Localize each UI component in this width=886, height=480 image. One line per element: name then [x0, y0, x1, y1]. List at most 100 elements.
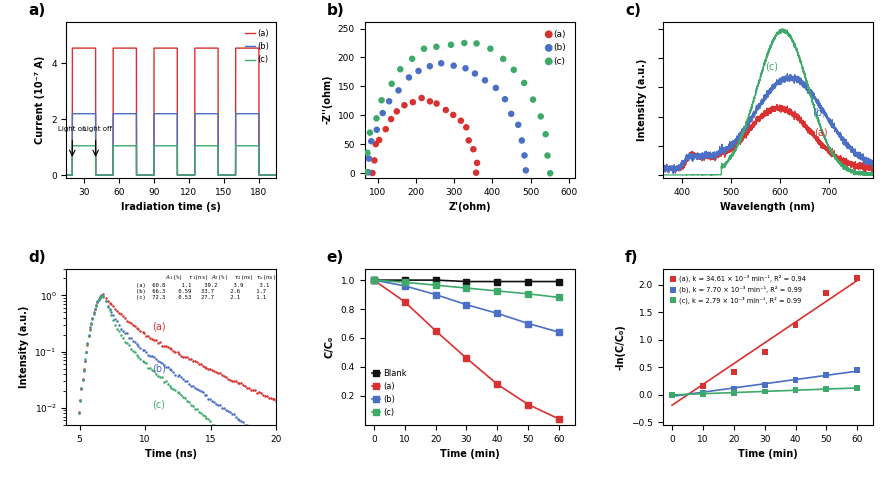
(b)	[458, 64, 472, 72]
(b)	[515, 137, 529, 144]
(c)	[105, 308, 115, 313]
Legend: (a), (b), (c): (a), (b), (c)	[543, 26, 570, 70]
(a)	[439, 106, 453, 114]
(c), k = 2.79 × 10⁻³ min⁻¹, R² = 0.99	[664, 391, 679, 398]
(b)	[462, 302, 472, 308]
(c)	[375, 96, 389, 104]
(a)	[378, 125, 392, 133]
X-axis label: Time (min): Time (min)	[439, 449, 500, 459]
(c)	[61, 172, 72, 178]
(b)	[492, 311, 502, 316]
(b)	[97, 292, 108, 298]
(b)	[102, 172, 113, 178]
Text: (a): (a)	[152, 321, 166, 331]
(b)	[392, 86, 406, 94]
(c)	[360, 168, 374, 176]
Blank	[369, 277, 379, 283]
Text: (b): (b)	[812, 107, 826, 117]
(c)	[92, 298, 103, 304]
(b), k = 7.70 × 10⁻³ min⁻¹, R² = 0.99	[820, 371, 834, 379]
(c)	[97, 293, 108, 299]
(a)	[92, 299, 103, 305]
(a)	[102, 172, 113, 178]
X-axis label: Time (min): Time (min)	[738, 449, 797, 459]
(b)	[105, 307, 115, 312]
Line: (c): (c)	[66, 294, 277, 480]
(a)	[74, 45, 84, 51]
(c)	[540, 152, 555, 159]
Blank	[554, 279, 564, 285]
Text: c): c)	[625, 3, 641, 18]
(a)	[67, 45, 78, 51]
(c)	[431, 282, 441, 288]
(c)	[271, 478, 282, 480]
(b)	[260, 172, 270, 178]
(c)	[260, 172, 270, 178]
(a)	[70, 45, 81, 51]
Blank	[492, 279, 502, 285]
(a), k = 34.61 × 10⁻³ min⁻¹, R² = 0.94	[851, 274, 865, 282]
Text: b): b)	[327, 3, 345, 18]
(c)	[554, 295, 564, 300]
(c)	[393, 65, 408, 73]
(a)	[369, 140, 383, 148]
Blank	[523, 279, 533, 285]
(c)	[417, 45, 431, 53]
X-axis label: Wavelength (nm): Wavelength (nm)	[720, 202, 815, 212]
(a)	[430, 100, 444, 108]
(b)	[70, 111, 81, 117]
(a)	[271, 172, 282, 178]
(b)	[523, 321, 533, 326]
(a)	[369, 277, 379, 283]
Line: (c): (c)	[66, 146, 276, 175]
(c), k = 2.79 × 10⁻³ min⁻¹, R² = 0.99	[758, 388, 772, 396]
(a)	[98, 291, 109, 297]
(b)	[504, 110, 518, 118]
(b)	[224, 409, 235, 415]
(c)	[507, 66, 521, 74]
(a)	[462, 355, 472, 361]
(a)	[201, 365, 212, 371]
(c), k = 2.79 × 10⁻³ min⁻¹, R² = 0.99	[789, 386, 803, 394]
(a)	[265, 395, 276, 401]
Text: $A_1$(%)  $\tau_1$(ns) $A_2$(%)  $\tau_2$(ns) $\tau_x$(ns)
(a)  60.8     1.1    : $A_1$(%) $\tau_1$(ns) $A_2$(%) $\tau_2$(…	[136, 273, 276, 300]
Line: (a): (a)	[66, 293, 277, 480]
(b)	[489, 84, 503, 92]
(b)	[376, 109, 390, 117]
(b)	[369, 277, 379, 283]
(c)	[470, 40, 484, 48]
(a)	[61, 172, 72, 178]
(b)	[67, 111, 78, 117]
Line: (b): (b)	[370, 276, 563, 336]
(a)	[492, 382, 502, 387]
(c)	[265, 472, 276, 478]
(b)	[447, 62, 461, 70]
(b)	[411, 67, 425, 75]
(a)	[469, 169, 483, 177]
(a)	[372, 136, 386, 144]
(b)	[369, 126, 384, 133]
(a)	[406, 98, 420, 106]
X-axis label: Z'(ohm): Z'(ohm)	[448, 202, 491, 212]
Line: (b): (b)	[66, 114, 276, 175]
(b)	[271, 444, 282, 449]
Text: (c): (c)	[152, 400, 165, 410]
(b)	[74, 111, 84, 117]
Y-axis label: Current (10⁻⁷ A): Current (10⁻⁷ A)	[35, 56, 45, 144]
(c)	[201, 415, 212, 420]
(c)	[539, 131, 553, 138]
Legend: (a), (b), (c): (a), (b), (c)	[241, 26, 272, 68]
Y-axis label: Intensity (a.u.): Intensity (a.u.)	[637, 59, 648, 141]
(b)	[517, 152, 532, 159]
(c)	[74, 143, 84, 149]
(b), k = 7.70 × 10⁻³ min⁻¹, R² = 0.99	[851, 366, 865, 374]
(c)	[164, 143, 175, 149]
(c)	[444, 41, 458, 48]
(a)	[397, 101, 411, 109]
Text: (c): (c)	[766, 62, 778, 72]
(b), k = 7.70 × 10⁻³ min⁻¹, R² = 0.99	[696, 389, 710, 396]
(a)	[470, 159, 484, 167]
(c)	[400, 279, 410, 285]
(a), k = 34.61 × 10⁻³ min⁻¹, R² = 0.94	[789, 321, 803, 329]
X-axis label: Time (ns): Time (ns)	[145, 449, 198, 459]
